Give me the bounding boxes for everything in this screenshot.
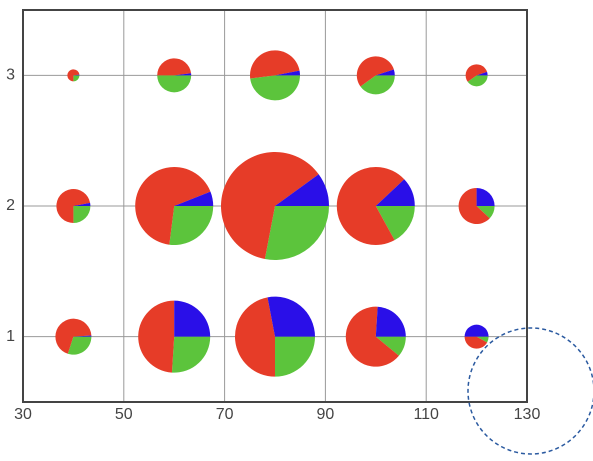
pie-slice	[375, 306, 406, 337]
pie-slice	[476, 71, 488, 76]
pie	[67, 69, 80, 82]
pie	[465, 64, 488, 87]
pie-slice	[174, 300, 211, 337]
pie-slice	[476, 206, 495, 219]
pie	[234, 296, 315, 377]
pie-slice	[345, 306, 399, 367]
pie	[345, 306, 406, 367]
x-tick-label: 70	[216, 406, 234, 423]
pie-slice	[73, 75, 80, 82]
pie-slice	[375, 179, 415, 206]
pie-slice	[169, 206, 214, 245]
pie	[157, 58, 192, 93]
y-tick-label: 2	[6, 197, 15, 214]
pie-slice	[249, 50, 300, 79]
pie-slice	[157, 58, 192, 76]
x-tick-label: 50	[115, 406, 133, 423]
pie-slice	[138, 300, 175, 373]
pie-slice	[465, 64, 488, 82]
pie-slice	[234, 297, 275, 377]
pie-slice	[221, 152, 319, 260]
pie-slice	[171, 336, 211, 373]
pie	[356, 56, 395, 95]
pie-slice	[174, 191, 214, 206]
pie-slice	[267, 296, 315, 337]
y-tick-label: 3	[6, 67, 15, 84]
pie-slice	[275, 174, 329, 206]
pie-slice	[73, 74, 80, 76]
pie-slice	[476, 188, 495, 206]
pie	[464, 324, 489, 349]
pie-slice	[476, 336, 489, 343]
pie	[458, 188, 495, 224]
pie	[138, 300, 211, 373]
pie-slice	[375, 336, 406, 356]
pie-slice	[464, 324, 489, 337]
pie-slice	[336, 166, 405, 245]
x-tick-label: 30	[14, 406, 32, 423]
pie-slice	[275, 336, 315, 377]
y-tick-label: 1	[6, 328, 15, 345]
pie	[135, 167, 214, 245]
pie	[336, 166, 415, 245]
pie-slice	[67, 69, 80, 82]
pie	[55, 318, 92, 355]
pie-slice	[55, 318, 92, 354]
pie-slice	[174, 73, 192, 76]
pie	[249, 50, 300, 101]
pie-slice	[275, 70, 300, 76]
focus-ring	[467, 327, 593, 455]
pie-slice	[73, 202, 91, 206]
pie-slice	[464, 336, 488, 349]
pie-slice	[67, 336, 92, 355]
pie-slice	[135, 167, 211, 245]
pie-slice	[356, 56, 394, 87]
x-tick-label: 110	[413, 406, 439, 423]
pie-slice	[458, 188, 490, 224]
pie-slice	[73, 206, 91, 223]
pie-slice	[73, 335, 92, 337]
pie-slice	[360, 75, 395, 95]
pie-slice	[157, 75, 192, 93]
x-tick-label: 130	[514, 406, 541, 423]
plot-frame	[22, 9, 528, 403]
x-tick-label: 90	[317, 406, 335, 423]
pie	[56, 189, 91, 223]
pie-slice	[467, 75, 488, 87]
pie-slice	[264, 206, 329, 261]
pie-slice	[56, 189, 91, 223]
pie-slice	[375, 206, 415, 241]
pie-slice	[250, 75, 300, 101]
pie	[221, 152, 329, 261]
pie-slice	[375, 69, 395, 76]
